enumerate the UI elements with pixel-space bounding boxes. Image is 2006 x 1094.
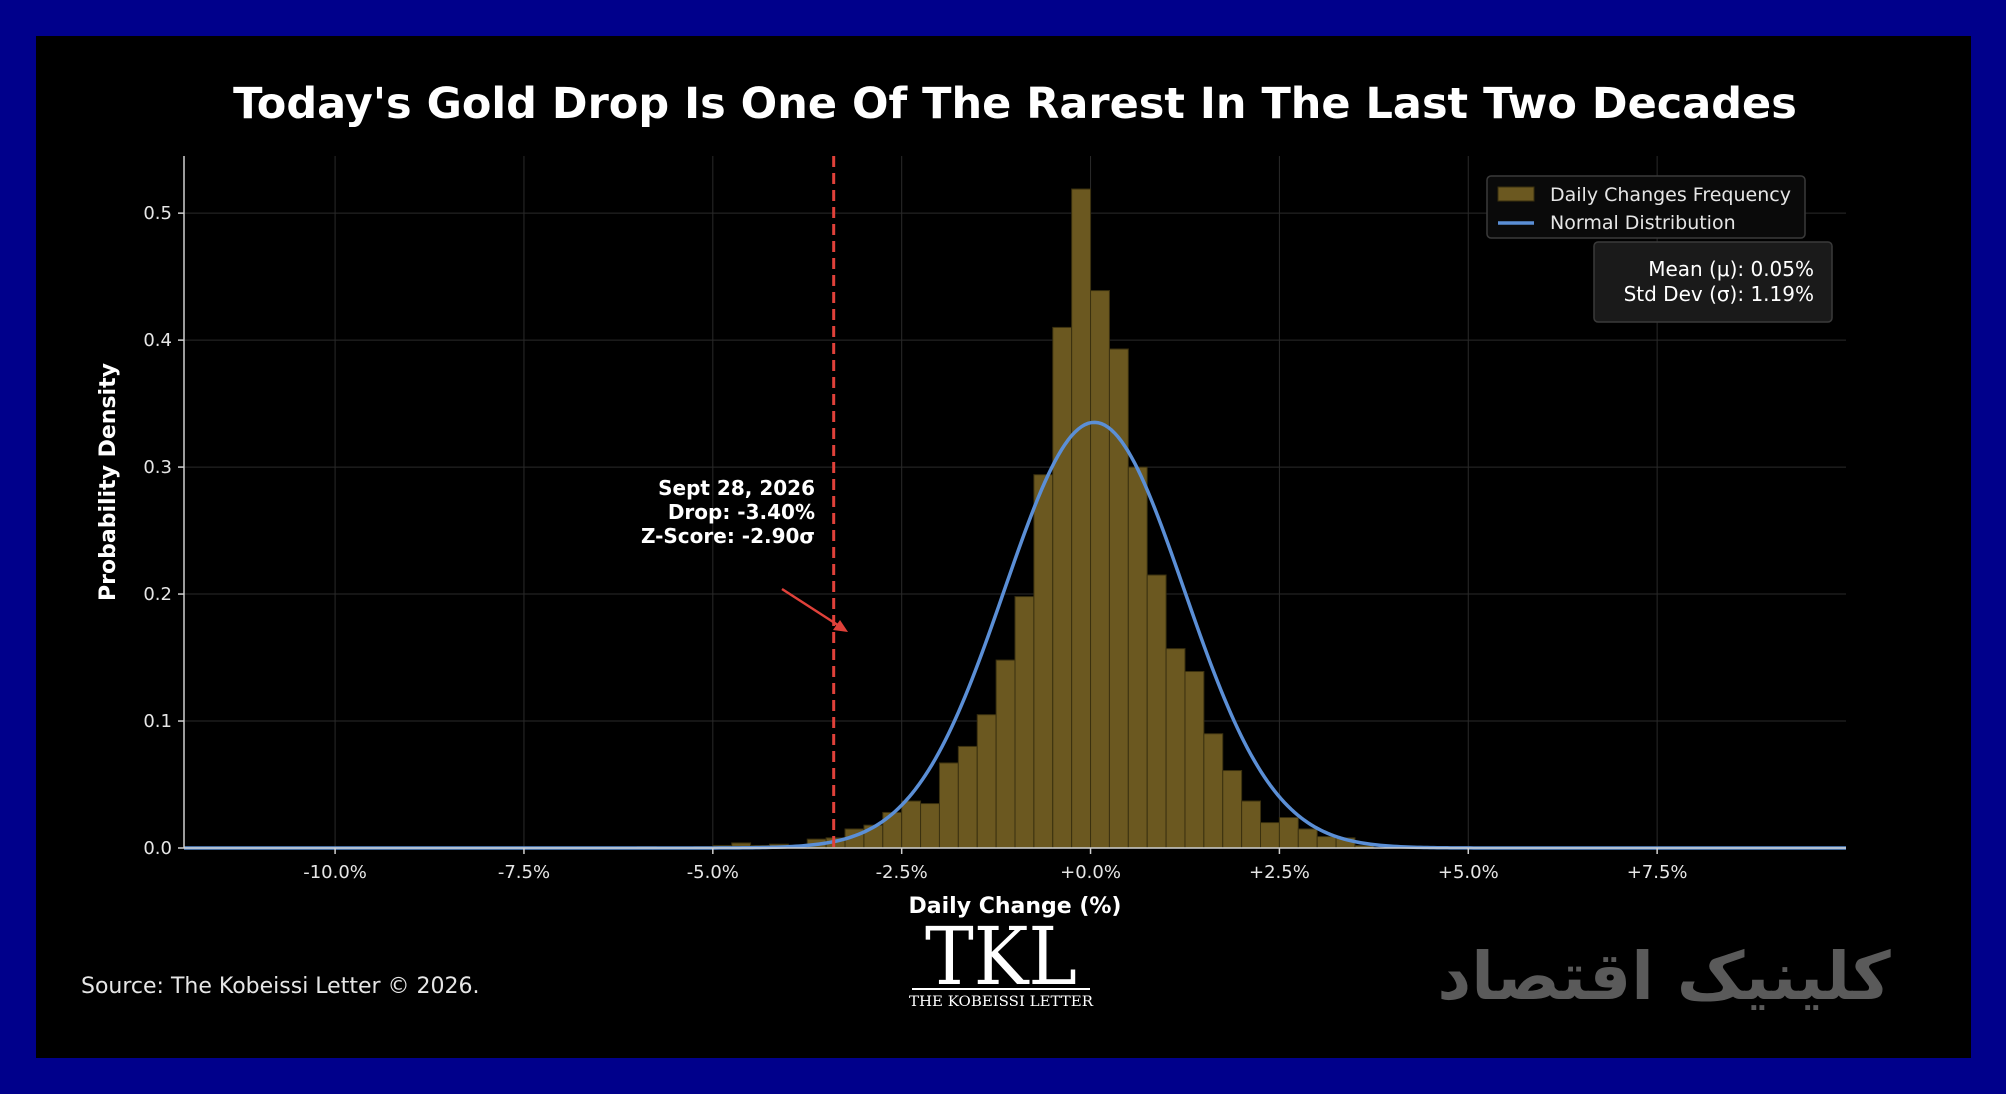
- x-axis-title: Daily Change (%): [909, 894, 1122, 919]
- stats-box-frame: [1593, 241, 1833, 323]
- y-tick-label: 0.5: [143, 203, 172, 224]
- drop-annotation: Sept 28, 2026 Drop: -3.40% Z-Score: -2.9…: [641, 476, 848, 632]
- histogram-bar: [1222, 770, 1243, 849]
- x-tick-label: -7.5%: [498, 862, 550, 883]
- histogram-bar: [1260, 822, 1280, 849]
- chart-title: Today's Gold Drop Is One Of The Rarest I…: [233, 79, 1797, 129]
- y-axis-title: Probability Density: [96, 363, 121, 601]
- x-tick-label: +7.5%: [1627, 862, 1688, 883]
- histogram-bar: [1052, 326, 1073, 849]
- x-tick-label: -10.0%: [303, 862, 367, 883]
- histogram-bar: [1278, 817, 1299, 849]
- watermark-text: کلینیک اقتصاد: [1437, 938, 1891, 1015]
- annotation-zscore: Z-Score: -2.90σ: [641, 524, 815, 548]
- legend-bars-label: Daily Changes Frequency: [1550, 184, 1791, 206]
- histogram-bar: [995, 659, 1016, 849]
- histogram-bar: [938, 762, 959, 849]
- annotation-date: Sept 28, 2026: [658, 476, 815, 500]
- histogram-bar: [920, 803, 940, 849]
- annotation-drop: Drop: -3.40%: [668, 500, 815, 524]
- legend-bar-swatch: [1497, 186, 1535, 202]
- y-tick-label: 0.3: [143, 457, 172, 478]
- stats-mean: Mean (μ): 0.05%: [1648, 257, 1814, 281]
- chart-svg: Today's Gold Drop Is One Of The Rarest I…: [81, 79, 1891, 1015]
- histogram-bar: [957, 745, 978, 849]
- histogram-bar: [1184, 671, 1205, 849]
- histogram-bar: [1071, 188, 1092, 849]
- histogram-bar: [1316, 836, 1337, 849]
- y-tick-label: 0.1: [143, 711, 172, 732]
- histogram-bar: [1203, 733, 1224, 849]
- stats-std: Std Dev (σ): 1.19%: [1624, 282, 1814, 306]
- histogram-bar: [1297, 828, 1318, 849]
- source-credit: Source: The Kobeissi Letter © 2026.: [81, 974, 480, 999]
- histogram-bar: [1146, 574, 1167, 849]
- logo-subtitle: THE KOBEISSI LETTER: [909, 994, 1093, 1010]
- histogram-bar: [1127, 466, 1148, 849]
- annotation-arrow-shaft: [781, 587, 845, 631]
- histogram-bar: [1241, 800, 1262, 849]
- x-tick-label: +0.0%: [1060, 862, 1121, 883]
- x-tick-label: -2.5%: [876, 862, 928, 883]
- chart-panel: Today's Gold Drop Is One Of The Rarest I…: [36, 36, 1971, 1058]
- tkl-logo: TKL THE KOBEISSI LETTER: [909, 910, 1093, 1010]
- histogram-bar: [1033, 474, 1054, 849]
- x-tick-label: -5.0%: [687, 862, 739, 883]
- logo-mark: TKL: [925, 910, 1077, 1003]
- histogram-bar: [976, 714, 997, 849]
- histogram-bars: [636, 188, 1375, 849]
- stats-box: Mean (μ): 0.05% Std Dev (σ): 1.19%: [1593, 241, 1833, 323]
- legend-box: [1486, 175, 1806, 239]
- axis-ticks: -10.0% -7.5% -5.0% -2.5% +0.0% +2.5% +5.0% +7.5…: [143, 203, 1687, 883]
- y-tick-label: 0.0: [143, 838, 172, 859]
- histogram-bar: [1014, 596, 1035, 849]
- legend: Daily Changes Frequency Normal Distribut…: [1486, 175, 1806, 239]
- x-tick-label: +2.5%: [1249, 862, 1310, 883]
- histogram-bar: [1108, 348, 1129, 849]
- y-tick-label: 0.4: [143, 330, 172, 351]
- y-tick-label: 0.2: [143, 584, 172, 605]
- histogram-bar: [1090, 290, 1110, 849]
- histogram-bar: [901, 800, 922, 849]
- annotation-arrow-head: [833, 620, 848, 632]
- histogram-bar: [1165, 648, 1186, 849]
- legend-curve-label: Normal Distribution: [1550, 212, 1736, 234]
- x-tick-label: +5.0%: [1438, 862, 1499, 883]
